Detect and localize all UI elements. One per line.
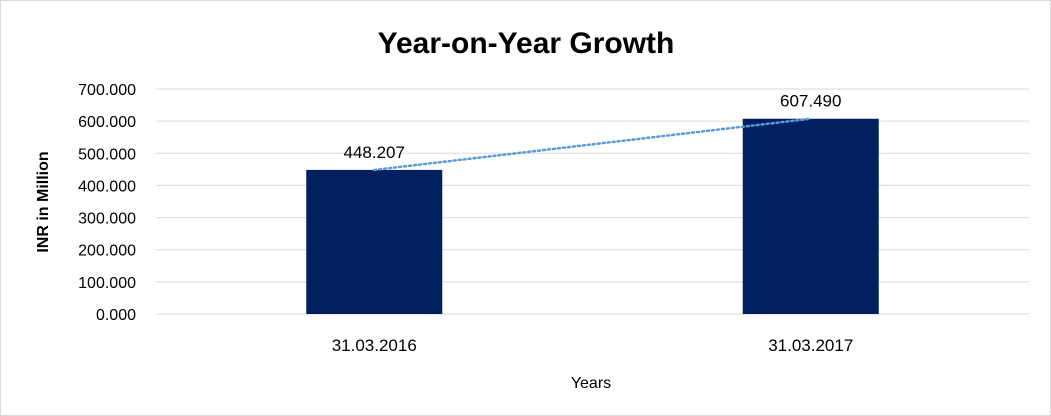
data-label: 448.207 — [344, 143, 405, 162]
x-axis-ticks: 31.03.2016 31.03.2017 — [332, 336, 854, 355]
y-tick-label: 500.000 — [78, 146, 136, 163]
bar — [306, 169, 443, 314]
trendline — [373, 117, 812, 172]
x-axis-title: Years — [571, 375, 611, 392]
data-label: 607.490 — [780, 92, 841, 111]
gridlines — [156, 88, 1029, 315]
x-tick-label: 31.03.2017 — [768, 336, 853, 355]
y-tick-label: 300.000 — [78, 211, 136, 228]
bar — [742, 118, 879, 315]
y-tick-label: 100.000 — [78, 275, 136, 292]
bars — [306, 118, 879, 315]
y-tick-label: 0.000 — [96, 307, 136, 324]
y-tick-label: 700.000 — [78, 82, 136, 99]
y-axis-title: INR in Million — [35, 151, 52, 252]
y-axis-ticks: 0.000 100.000 200.000 300.000 400.000 500.000… — [78, 82, 136, 324]
data-labels: 448.207 607.490 — [344, 92, 842, 162]
chart-title: Year-on-Year Growth — [378, 27, 675, 60]
trendline-layer — [373, 117, 812, 172]
y-tick-label: 400.000 — [78, 178, 136, 195]
y-tick-label: 200.000 — [78, 243, 136, 260]
x-tick-label: 31.03.2016 — [332, 336, 417, 355]
y-tick-label: 600.000 — [78, 114, 136, 131]
